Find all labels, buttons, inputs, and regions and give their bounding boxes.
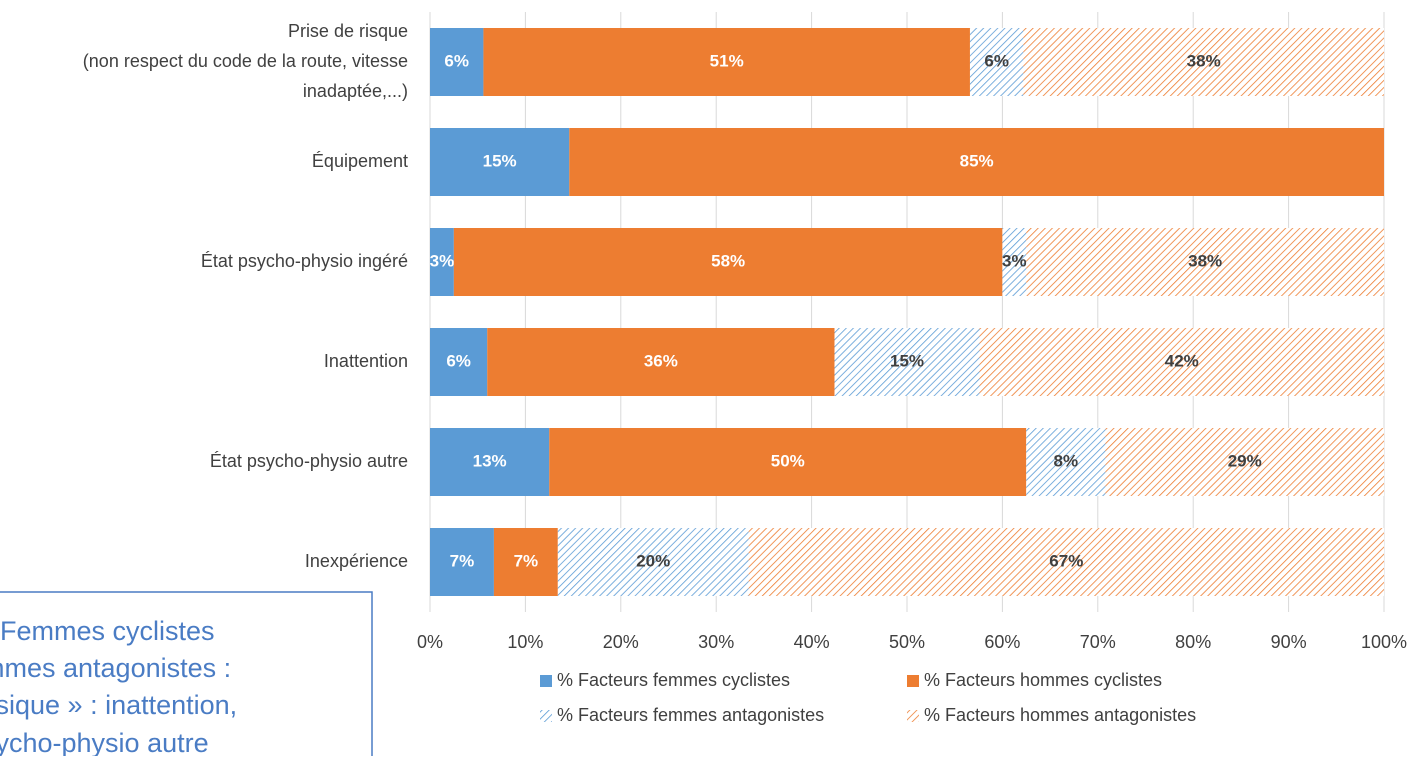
x-tick-label: 70% — [1080, 632, 1116, 652]
bar-segment — [453, 228, 1003, 296]
data-label: 38% — [1188, 251, 1222, 270]
data-label: 6% — [444, 51, 469, 70]
bar-segment — [1023, 28, 1384, 96]
bar-segment — [430, 228, 454, 296]
legend-swatch — [907, 675, 919, 687]
bar-segment — [1002, 228, 1027, 296]
legend-swatch — [540, 675, 552, 687]
data-label: 7% — [450, 551, 475, 570]
data-label: 3% — [1002, 251, 1027, 270]
bar-segment — [557, 528, 749, 596]
bar-segment — [430, 428, 550, 496]
annotation-box — [0, 591, 373, 761]
x-tick-label: 100% — [1361, 632, 1407, 652]
data-label: 36% — [644, 351, 678, 370]
data-label: 20% — [636, 551, 670, 570]
x-tick-label: 80% — [1175, 632, 1211, 652]
y-tick-label: Équipement — [312, 151, 408, 171]
legend-label: % Facteurs hommes antagonistes — [924, 705, 1196, 725]
legend-label: % Facteurs hommes cyclistes — [924, 670, 1162, 690]
annotation-text: sycho-physio autre — [0, 728, 209, 756]
y-tick-label: État psycho-physio ingéré — [201, 251, 408, 271]
x-tick-label: 10% — [507, 632, 543, 652]
bar-segment — [969, 28, 1024, 96]
bar-segment — [569, 128, 1384, 196]
x-tick-label: 90% — [1271, 632, 1307, 652]
x-tick-label: 20% — [603, 632, 639, 652]
legend-swatch — [540, 710, 552, 722]
data-label: 85% — [960, 151, 994, 170]
y-tick-label: Prise de risque (non respect du code de l… — [83, 21, 408, 101]
data-label: 3% — [430, 251, 455, 270]
data-label: 15% — [483, 151, 517, 170]
legend-label: % Facteurs femmes cyclistes — [557, 670, 790, 690]
data-label: 51% — [710, 51, 744, 70]
data-label: 7% — [514, 551, 539, 570]
data-label: 15% — [890, 351, 924, 370]
data-label: 8% — [1054, 451, 1079, 470]
x-tick-label: 30% — [698, 632, 734, 652]
data-label: 13% — [473, 451, 507, 470]
bar-segment — [487, 328, 835, 396]
x-tick-label: 50% — [889, 632, 925, 652]
data-label: 50% — [771, 451, 805, 470]
y-tick-label: Inexpérience — [305, 551, 408, 571]
annotation-text: ysique » : inattention, — [0, 690, 237, 720]
bar-segment — [483, 28, 970, 96]
legend-label: % Facteurs femmes antagonistes — [557, 705, 824, 725]
x-tick-label: 0% — [417, 632, 443, 652]
bar-segment — [1105, 428, 1384, 496]
bar-segment — [1026, 428, 1106, 496]
data-label: 42% — [1165, 351, 1199, 370]
data-label: 6% — [984, 51, 1009, 70]
bar-segment — [430, 128, 570, 196]
data-label: 29% — [1228, 451, 1262, 470]
bar-segment — [430, 328, 488, 396]
annotation-text: mmes antagonistes : — [0, 653, 231, 683]
y-tick-label: Inattention — [324, 351, 408, 371]
x-tick-label: 40% — [794, 632, 830, 652]
bar-segment — [1026, 228, 1384, 296]
bar-segment — [493, 528, 558, 596]
annotation-text: Femmes cyclistes — [0, 616, 215, 646]
y-tick-label: État psycho-physio autre — [210, 451, 408, 471]
data-label: 58% — [711, 251, 745, 270]
x-tick-label: 60% — [984, 632, 1020, 652]
data-label: 6% — [446, 351, 471, 370]
bar-segment — [430, 28, 484, 96]
bar-segment — [430, 528, 494, 596]
data-label: 38% — [1187, 51, 1221, 70]
data-label: 67% — [1049, 551, 1083, 570]
legend-swatch — [907, 710, 919, 722]
bar-segment — [549, 428, 1027, 496]
bar-segment — [979, 328, 1384, 396]
bar-segment — [834, 328, 980, 396]
bar-segment — [748, 528, 1384, 596]
